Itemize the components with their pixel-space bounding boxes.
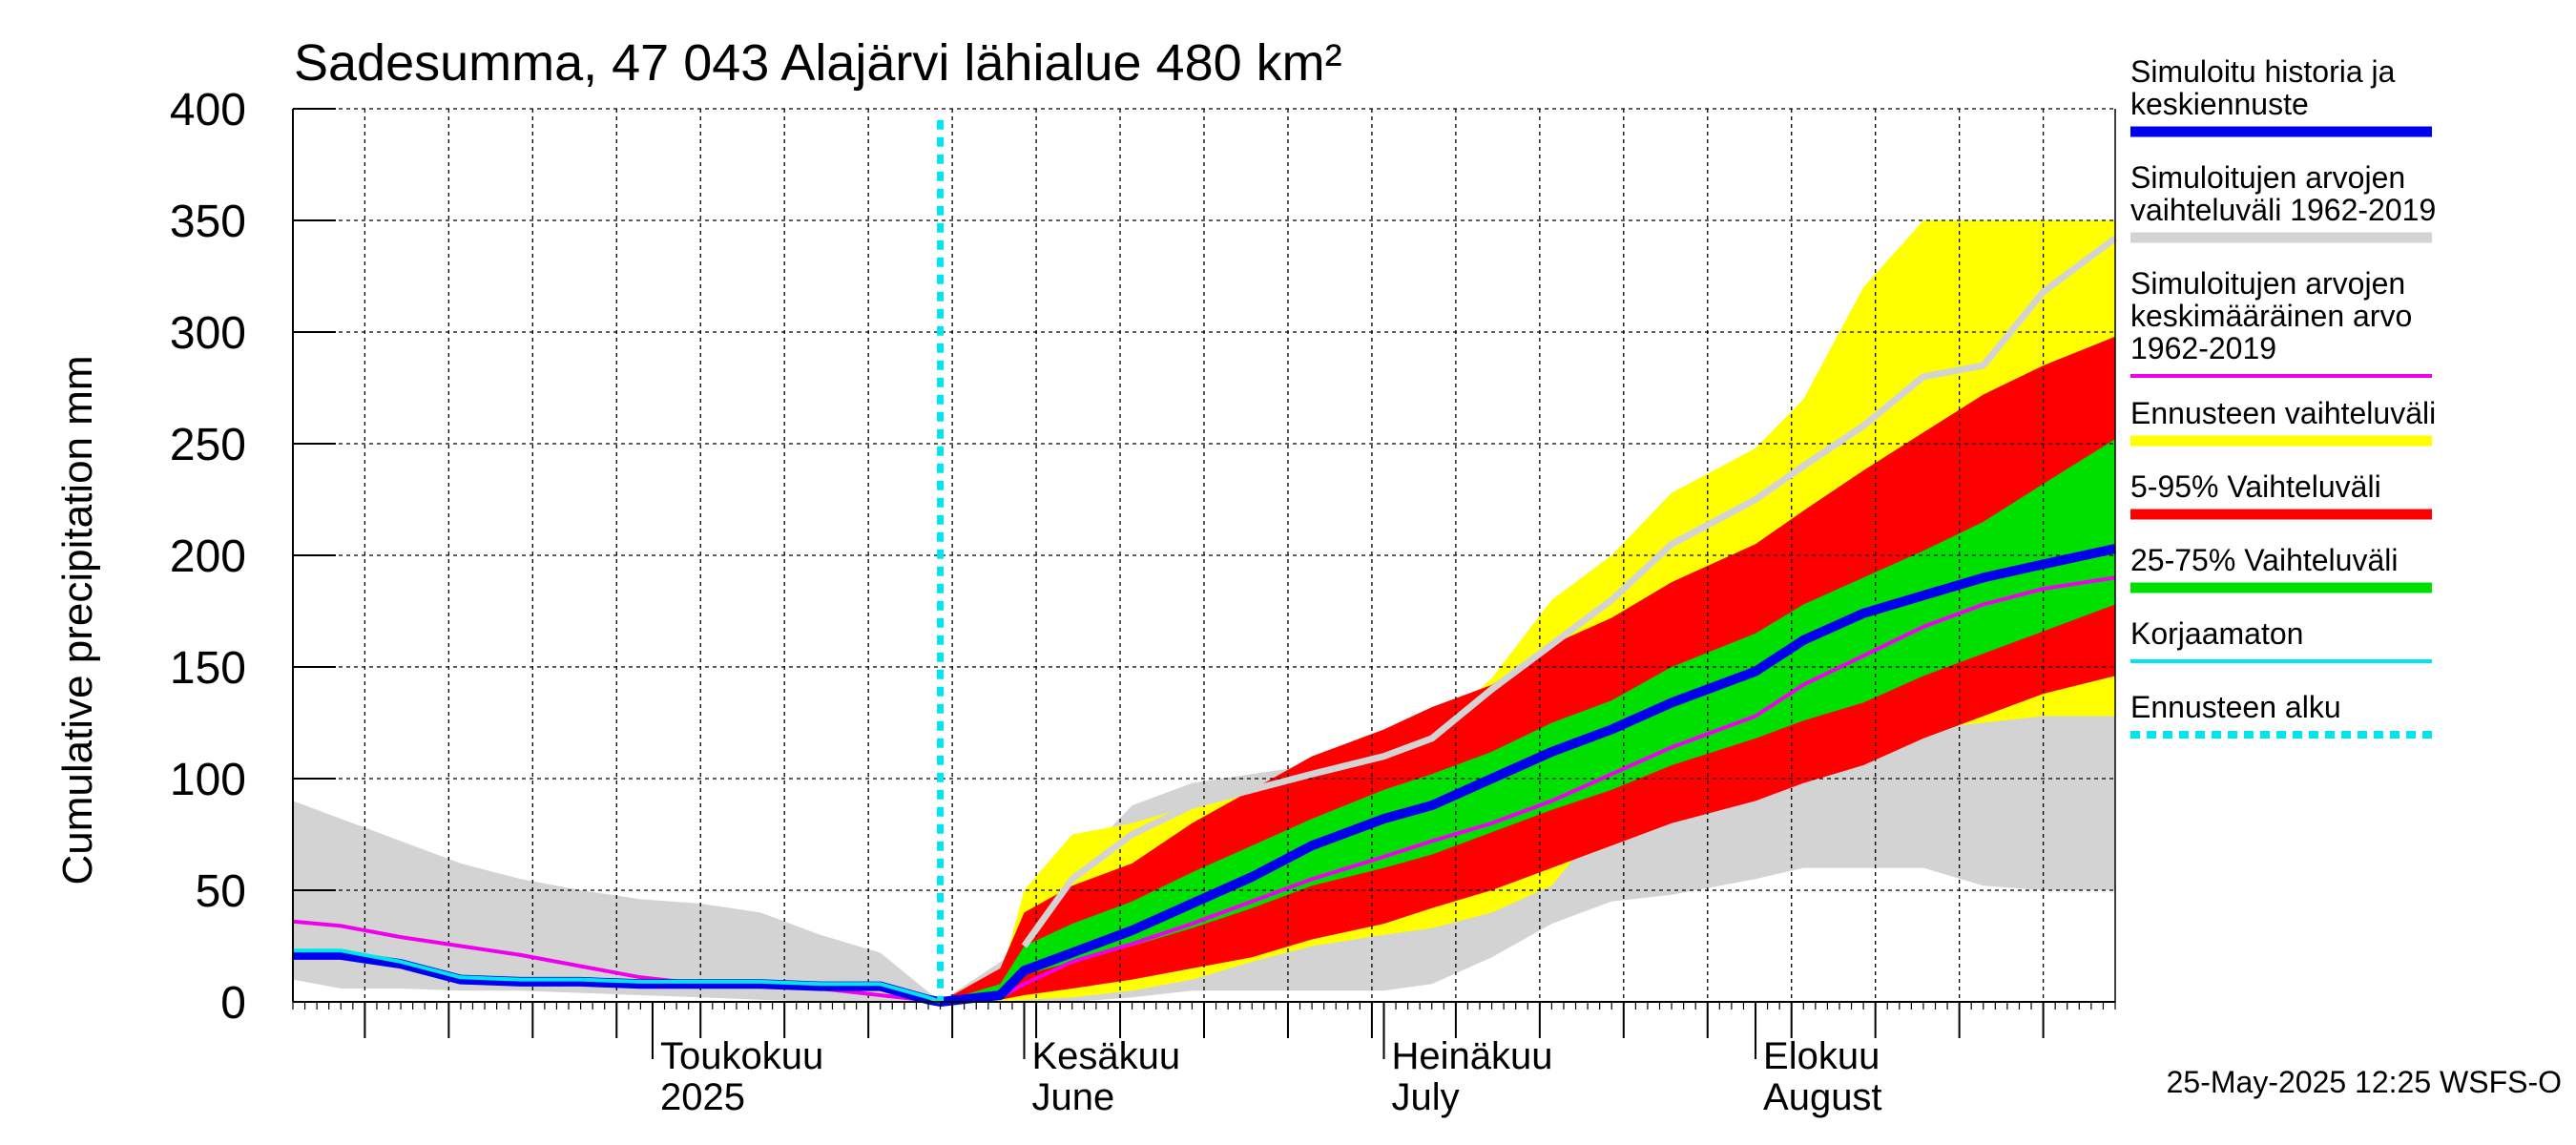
y-tick-labels: 0 50 100 150 200 250 300 350 400: [170, 85, 336, 1029]
simulated-forecast-line: [293, 544, 2117, 1007]
legend-label: keskiennuste: [2130, 87, 2309, 121]
historical-upper-line: [1021, 235, 2118, 948]
legend-label: 25-75% Vaihteluväli: [2130, 543, 2398, 577]
y-tick-label: 150: [170, 643, 246, 694]
chart-title: Sadesumma, 47 043 Alajärvi lähialue 480 …: [294, 34, 1342, 92]
y-tick-label: 350: [170, 197, 246, 247]
legend-label: Simuloitu historia ja: [2130, 54, 2396, 89]
y-tick-label: 100: [170, 755, 246, 805]
legend-label: keskimääräinen arvo: [2130, 299, 2412, 333]
x-tick-marks: [292, 1002, 2116, 1038]
timestamp-label: 25-May-2025 12:25 WSFS-O: [2167, 1065, 2562, 1099]
legend-label: Simuloitujen arvojen: [2130, 160, 2405, 195]
y-tick-label: 250: [170, 420, 246, 470]
y-tick-label: 50: [196, 866, 246, 917]
legend-label: Ennusteen vaihteluväli: [2130, 396, 2436, 430]
legend-label: Korjaamaton: [2130, 616, 2303, 651]
y-tick-label: 300: [170, 308, 246, 359]
series-lines: [292, 119, 2118, 1007]
month-label-top: Toukokuu: [660, 1035, 823, 1077]
y-axis-label: Cumulative precipitation mm: [54, 355, 101, 885]
legend-label: Ennusteen alku: [2130, 690, 2341, 724]
month-label-bottom: August: [1763, 1076, 1882, 1118]
legend-label: 5-95% Vaihteluväli: [2130, 469, 2381, 504]
y-tick-label: 0: [220, 978, 246, 1029]
legend-label: vaihteluväli 1962-2019: [2130, 193, 2436, 227]
legend-label: 1962-2019: [2130, 331, 2276, 365]
y-tick-label: 400: [170, 85, 246, 135]
uncorrected-line: [293, 948, 942, 1004]
month-label-bottom: July: [1391, 1076, 1459, 1118]
p25-75-band: [940, 439, 2115, 1002]
month-label-bottom: 2025: [660, 1076, 745, 1118]
month-label-top: Elokuu: [1763, 1035, 1880, 1077]
month-label-bottom: June: [1032, 1076, 1115, 1118]
y-tick-label: 200: [170, 531, 246, 582]
range-bands: [293, 220, 2115, 1002]
p5-95-band: [940, 336, 2115, 1002]
historical-mean-line: [292, 575, 2116, 1004]
legend-label: Simuloitujen arvojen: [2130, 266, 2405, 301]
month-label-top: Heinäkuu: [1391, 1035, 1552, 1077]
month-label-top: Kesäkuu: [1032, 1035, 1181, 1077]
